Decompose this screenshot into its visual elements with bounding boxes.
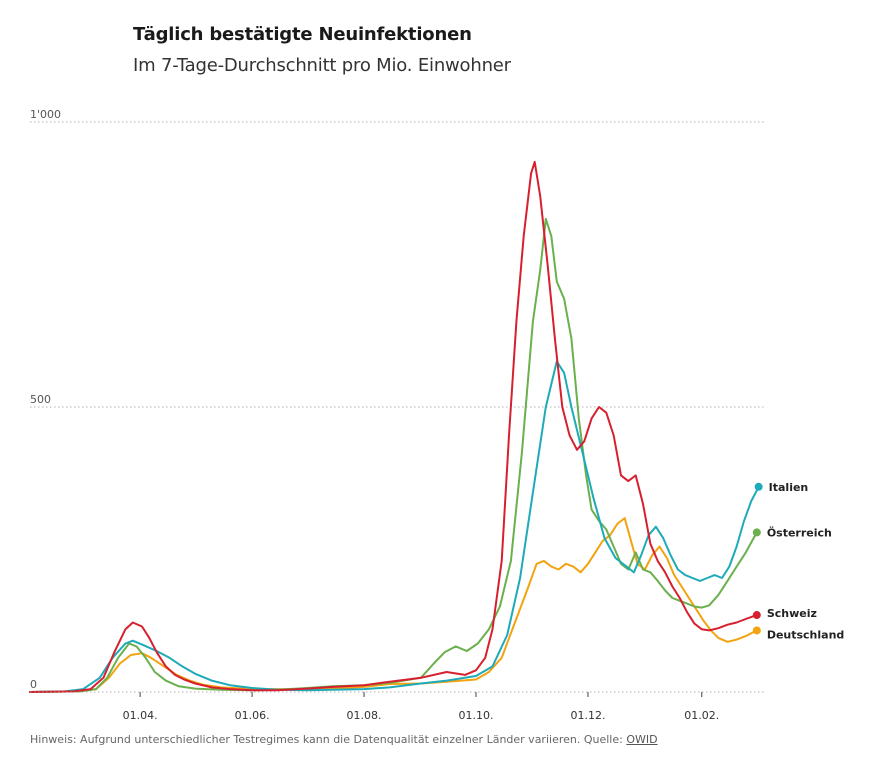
series-label-deutschland: Deutschland — [767, 628, 844, 641]
y-tick-label: 500 — [30, 393, 51, 406]
series-label-schweiz: Schweiz — [767, 607, 817, 620]
chart-title: Täglich bestätigte Neuinfektionen — [133, 24, 472, 45]
y-tick-label: 1'000 — [30, 108, 61, 121]
series-labels: Schweiz Italien Österreich Deutschland — [752, 481, 844, 641]
x-tick-label: 01.10. — [459, 709, 494, 722]
series-line-schweiz — [29, 160, 758, 693]
series-label-österreich: Österreich — [767, 525, 832, 539]
x-tick-label: 01.12. — [570, 709, 605, 722]
end-marker-schweiz — [752, 611, 761, 620]
end-marker-deutschland — [752, 626, 761, 635]
x-axis: 01.04. 01.06. 01.08. 01.10. 01.12. 01.02. — [30, 691, 766, 722]
gridlines — [30, 121, 766, 408]
end-marker-italien — [754, 482, 763, 491]
series-line-deutschland — [29, 517, 758, 693]
x-tick-label: 01.06. — [235, 709, 270, 722]
source-link[interactable]: OWID — [626, 733, 658, 746]
series-lines — [29, 160, 760, 693]
series-label-italien: Italien — [769, 481, 809, 494]
footnote: Hinweis: Aufgrund unterschiedlicher Test… — [30, 733, 658, 746]
x-tick-label: 01.02. — [684, 709, 719, 722]
y-axis-labels: 0 500 1'000 — [30, 108, 61, 691]
y-tick-label: 0 — [30, 678, 37, 691]
series-line-italien — [29, 360, 760, 693]
x-tick-label: 01.04. — [123, 709, 158, 722]
footnote-text: Hinweis: Aufgrund unterschiedlicher Test… — [30, 733, 627, 746]
x-tick-label: 01.08. — [347, 709, 382, 722]
series-line-österreich — [29, 217, 758, 693]
end-marker-österreich — [752, 528, 761, 537]
chart-subtitle: Im 7-Tage-Durchschnitt pro Mio. Einwohne… — [133, 55, 511, 76]
